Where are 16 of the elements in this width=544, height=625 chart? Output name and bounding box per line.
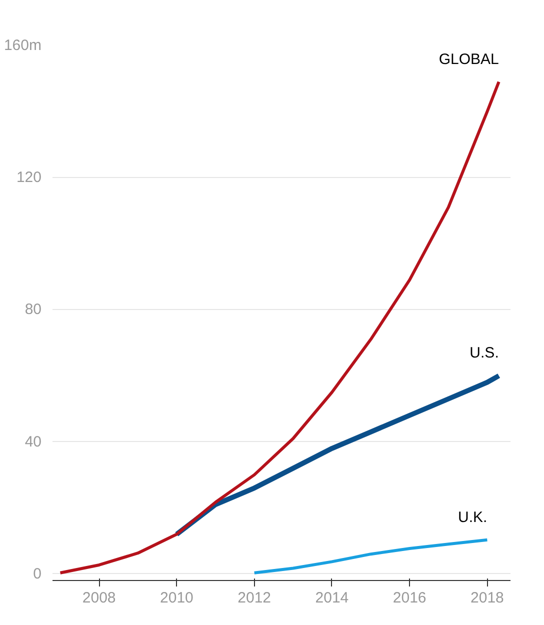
series-label: GLOBAL [438, 50, 499, 68]
series-label: U.K. [458, 508, 488, 526]
x-tick-label: 2018 [470, 590, 504, 606]
x-tick-label: 2014 [315, 590, 349, 606]
line-series [252, 538, 489, 574]
x-tick-label: 2008 [82, 590, 116, 606]
series-label: U.S. [470, 344, 499, 362]
x-tick-label: 2012 [238, 590, 272, 606]
y-tick-label: 80 [24, 301, 42, 318]
x-tick-label: 2016 [392, 590, 426, 606]
y-tick-label: 40 [24, 433, 42, 450]
y-tick-label: 0 [33, 565, 42, 582]
y-tick-label: 120 [16, 169, 42, 186]
line-series [58, 80, 500, 574]
x-tick-label: 2010 [160, 590, 194, 606]
y-tick-label: 160m [4, 37, 42, 54]
